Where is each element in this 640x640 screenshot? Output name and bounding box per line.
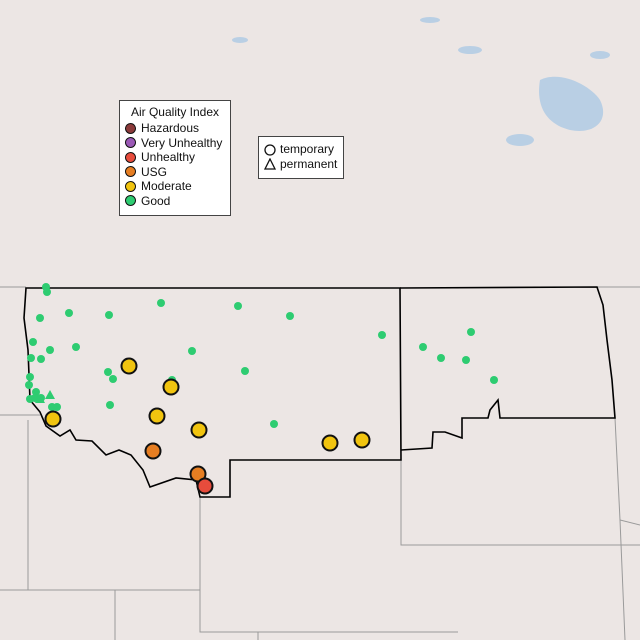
permanent-monitor-marker-good[interactable] [35,394,45,403]
circle-icon [264,144,276,156]
color-swatch-icon [125,137,136,149]
monitor-marker-good[interactable] [286,312,294,320]
monitor-marker-good[interactable] [29,338,37,346]
monitor-marker-good[interactable] [467,328,475,336]
monitor-markers [25,283,498,495]
legend-item-temporary: temporary [259,142,343,157]
monitor-marker-good[interactable] [437,354,445,362]
monitor-marker-moderate[interactable] [353,431,371,449]
legend-label: Very Unhealthy [141,135,223,150]
legend-item-very-unhealthy: Very Unhealthy [120,136,230,151]
monitor-marker-good[interactable] [43,288,51,296]
legend-item-good: Good [120,194,230,209]
legend-label: Good [141,193,171,208]
monitor-marker-unhealthy[interactable] [196,477,214,495]
legend-label: Unhealthy [141,150,196,165]
monitor-marker-good[interactable] [109,375,117,383]
montana-border [23,287,402,498]
monitor-marker-good[interactable] [53,403,61,411]
monitor-type-legend: temporary permanent [258,136,344,179]
aqi-legend-title: Air Quality Index [130,105,220,119]
monitor-marker-moderate[interactable] [321,434,339,452]
monitor-marker-usg[interactable] [144,442,162,460]
monitor-marker-good[interactable] [36,314,44,322]
other-borders [0,286,640,640]
monitor-marker-good[interactable] [270,420,278,428]
legend-item-usg: USG [120,165,230,180]
monitor-marker-moderate[interactable] [120,357,138,375]
monitor-marker-moderate[interactable] [148,407,166,425]
monitor-marker-moderate[interactable] [44,410,62,428]
legend-item-unhealthy: Unhealthy [120,150,230,165]
monitor-marker-good[interactable] [25,381,33,389]
legend-label: Moderate [141,179,192,194]
state-borders [23,286,616,498]
legend-label: permanent [280,156,338,171]
color-swatch-icon [125,151,136,163]
monitor-marker-moderate[interactable] [162,378,180,396]
legend-label: temporary [280,142,335,157]
monitor-marker-good[interactable] [378,331,386,339]
permanent-monitor-marker-good[interactable] [45,390,55,399]
monitor-marker-good[interactable] [234,302,242,310]
legend-label: Hazardous [141,121,200,136]
monitor-marker-good[interactable] [106,401,114,409]
monitor-marker-good[interactable] [157,299,165,307]
monitor-marker-good[interactable] [46,346,54,354]
legend-label: USG [141,164,168,179]
water-bodies [232,17,610,146]
monitor-marker-good[interactable] [37,355,45,363]
monitor-marker-good[interactable] [188,347,196,355]
color-swatch-icon [125,166,136,178]
monitor-marker-good[interactable] [27,354,35,362]
monitor-marker-good[interactable] [26,373,34,381]
monitor-marker-good[interactable] [104,368,112,376]
aqi-legend: Air Quality Index Hazardous Very Unhealth… [119,100,231,216]
color-swatch-icon [125,122,136,134]
monitor-marker-good[interactable] [490,376,498,384]
legend-item-moderate: Moderate [120,179,230,194]
color-swatch-icon [125,195,136,207]
north-dakota-border [399,286,616,451]
monitor-marker-good[interactable] [419,343,427,351]
monitor-marker-good[interactable] [241,367,249,375]
monitor-marker-good[interactable] [462,356,470,364]
legend-item-permanent: permanent [259,157,343,172]
triangle-icon [263,157,277,170]
monitor-marker-good[interactable] [32,388,40,396]
monitor-marker-moderate[interactable] [190,421,208,439]
monitor-marker-good[interactable] [72,343,80,351]
monitor-marker-good[interactable] [105,311,113,319]
color-swatch-icon [125,180,136,192]
monitor-marker-good[interactable] [65,309,73,317]
legend-item-hazardous: Hazardous [120,121,230,136]
